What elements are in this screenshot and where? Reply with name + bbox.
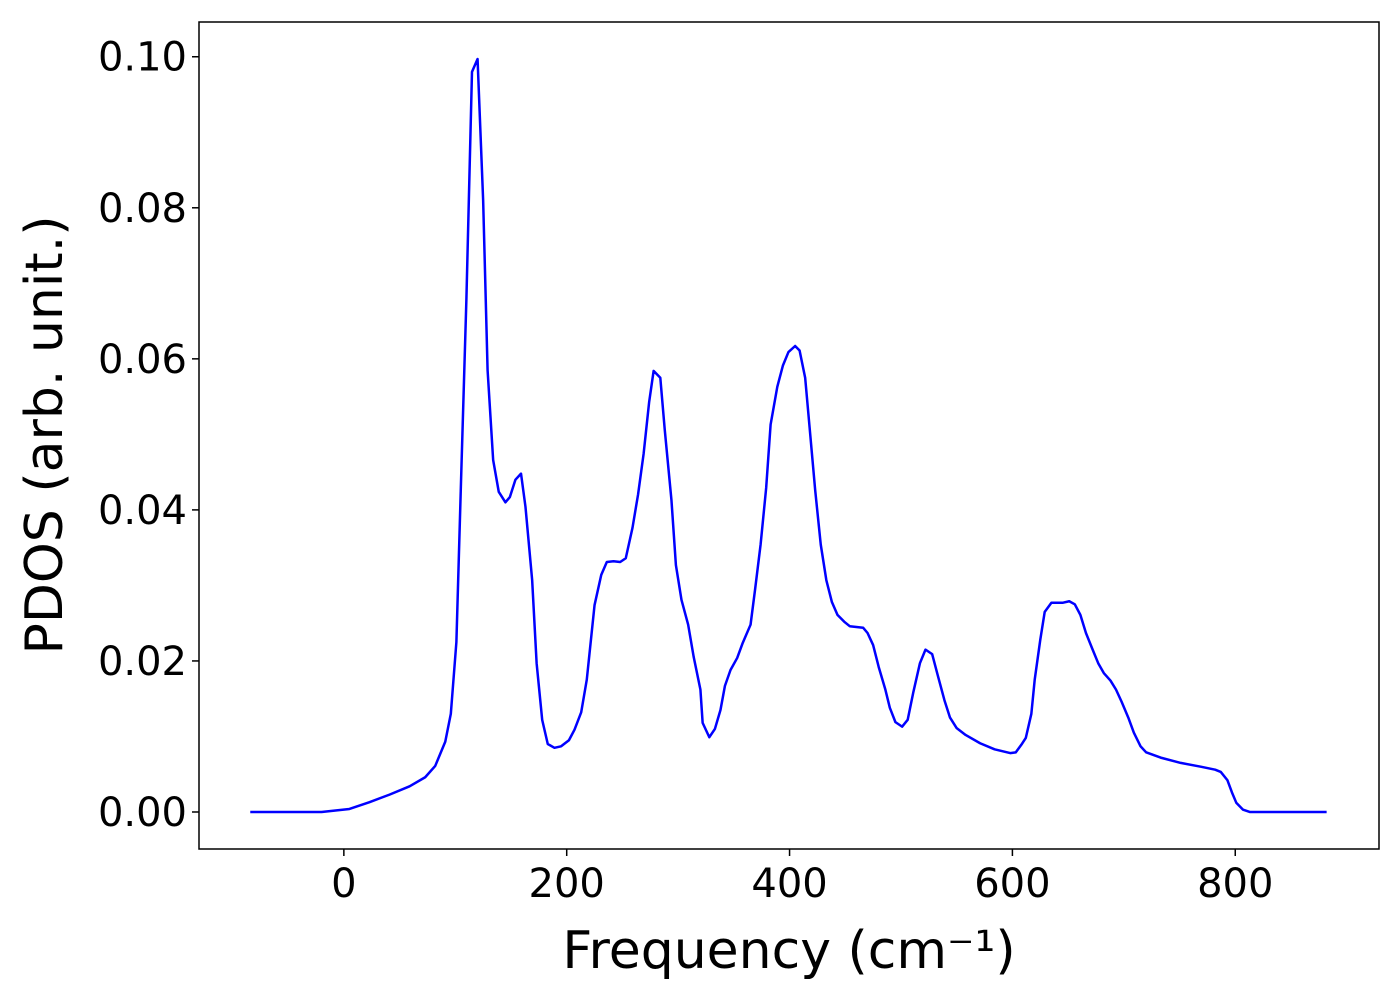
plot-frame <box>198 21 1380 850</box>
x-tick-label: 400 <box>751 861 827 907</box>
y-axis-label: PDOS (arb. unit.) <box>15 215 75 654</box>
x-tick-label: 600 <box>974 861 1050 907</box>
y-tick-label: 0.06 <box>98 337 187 383</box>
x-tick-label: 800 <box>1197 861 1273 907</box>
y-tick-label: 0.08 <box>98 186 187 232</box>
data-line <box>250 57 1327 814</box>
y-tick-label: 0.04 <box>98 488 187 534</box>
x-tick-label: 0 <box>331 861 356 907</box>
y-tick-label: 0.10 <box>98 35 187 81</box>
x-tick-label: 200 <box>529 861 605 907</box>
y-tick-label: 0.02 <box>98 639 187 685</box>
x-axis-label: Frequency (cm⁻¹) <box>562 921 1015 981</box>
y-tick-label: 0.00 <box>98 790 187 836</box>
